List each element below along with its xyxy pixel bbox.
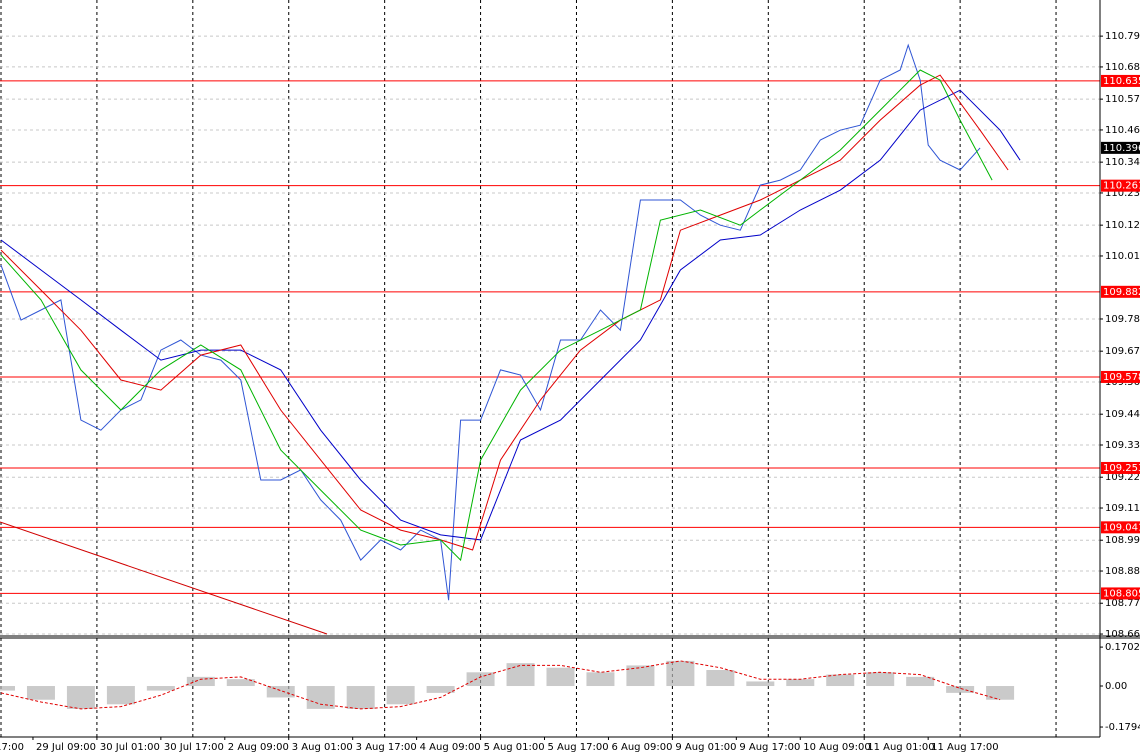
y-tick-label: 109.670 <box>1105 346 1140 357</box>
x-tick-label: 5 Aug 17:00 <box>548 742 609 753</box>
last-price-box <box>1101 141 1140 154</box>
x-tick-label: 10 Aug 09:00 <box>803 742 870 753</box>
y-tick-label: 108.660 <box>1105 629 1140 640</box>
x-tick-label: 5 Aug 01:00 <box>484 742 545 753</box>
y-tick-label: 109.445 <box>1105 409 1140 420</box>
y-tick-label: 108.770 <box>1105 598 1140 609</box>
y-tick-label: 109.110 <box>1105 503 1140 514</box>
trend-line <box>0 521 328 635</box>
x-tick-label: 9 Aug 17:00 <box>739 742 800 753</box>
histogram-bar <box>746 681 775 687</box>
histogram-bar <box>626 665 655 687</box>
y-tick-label: 110.010 <box>1105 251 1140 262</box>
x-tick-label: 30 Jul 17:00 <box>164 742 224 753</box>
y-tick-label: 108.885 <box>1105 566 1140 577</box>
histogram-bar <box>346 686 375 709</box>
level-label-box <box>1101 587 1140 600</box>
level-label: 109.041 <box>1103 522 1140 533</box>
price-line <box>0 43 981 601</box>
level-label: 108.805 <box>1103 588 1140 599</box>
level-label-box <box>1101 285 1140 298</box>
histogram-bar <box>506 663 535 687</box>
y-tick-label: 110.120 <box>1105 220 1140 231</box>
histogram-bar <box>66 686 95 709</box>
moving-average <box>0 69 993 562</box>
y-tick-label: 108.995 <box>1105 535 1140 546</box>
histogram-bar <box>106 686 135 705</box>
y-tick-label: 109.785 <box>1105 314 1140 325</box>
level-label-box <box>1101 521 1140 534</box>
y-tick-label: 0.1702 <box>1105 642 1140 653</box>
y-tick-label: 109.220 <box>1105 472 1140 483</box>
y-tick-label: 0.00 <box>1105 681 1127 692</box>
y-tick-label: 110.235 <box>1105 188 1140 199</box>
moving-average <box>0 89 1021 541</box>
y-tick-label: -0.1794 <box>1105 722 1140 733</box>
histogram-bar <box>826 674 855 687</box>
histogram-bar <box>866 672 895 687</box>
last-price-label: 110.396 <box>1103 143 1140 154</box>
x-tick-label: 11 Aug 01:00 <box>867 742 934 753</box>
level-label-box <box>1101 179 1140 192</box>
x-tick-label: 11 Aug 17:00 <box>931 742 998 753</box>
histogram-bar <box>666 660 695 687</box>
histogram-bar <box>906 676 935 687</box>
y-tick-label: 110.460 <box>1105 125 1140 136</box>
histogram-bar <box>186 676 215 687</box>
histogram-bar <box>426 686 455 693</box>
x-tick-label: 6 Aug 09:00 <box>611 742 672 753</box>
x-tick-label: 3 Aug 17:00 <box>356 742 417 753</box>
y-tick-label: 110.345 <box>1105 157 1140 168</box>
main-panel <box>0 0 1100 636</box>
level-label: 110.635 <box>1103 76 1140 87</box>
histogram-bar <box>226 679 255 687</box>
histogram-bar <box>306 686 335 709</box>
level-label: 109.882 <box>1103 287 1140 298</box>
histogram-bar <box>706 670 735 687</box>
histogram-bar <box>586 672 615 687</box>
signal-line <box>0 660 1001 710</box>
level-label: 110.261 <box>1103 181 1140 192</box>
y-tick-label: 110.685 <box>1105 62 1140 73</box>
x-tick-label: 2 Aug 09:00 <box>228 742 289 753</box>
histogram-bar <box>546 667 575 687</box>
level-label-box <box>1101 74 1140 87</box>
x-tick-label: 30 Jul 01:00 <box>100 742 160 753</box>
x-tick-label: 17:00 <box>0 742 24 753</box>
histogram-bar <box>466 672 495 687</box>
x-tick-label: 3 Aug 01:00 <box>292 742 353 753</box>
histogram-bar <box>26 686 55 700</box>
histogram-bar <box>146 686 175 691</box>
histogram-bar <box>386 686 415 705</box>
y-tick-label: 109.335 <box>1105 440 1140 451</box>
y-tick-label: 110.795 <box>1105 31 1140 42</box>
histogram-bar <box>786 679 815 687</box>
x-tick-label: 9 Aug 01:00 <box>675 742 736 753</box>
x-tick-label: 4 Aug 09:00 <box>420 742 481 753</box>
oscillator-panel <box>0 638 1057 737</box>
x-tick-label: 29 Jul 09:00 <box>36 742 96 753</box>
histogram-bar <box>0 686 15 691</box>
level-label: 109.578 <box>1103 372 1140 383</box>
y-tick-label: 110.570 <box>1105 94 1140 105</box>
moving-average <box>0 74 1009 551</box>
histogram-bar <box>266 686 295 698</box>
level-label-box <box>1101 370 1140 383</box>
level-label-box <box>1101 461 1140 474</box>
level-label: 109.253 <box>1103 463 1140 474</box>
histogram-bar <box>946 686 975 693</box>
histogram-bar <box>986 686 1015 700</box>
